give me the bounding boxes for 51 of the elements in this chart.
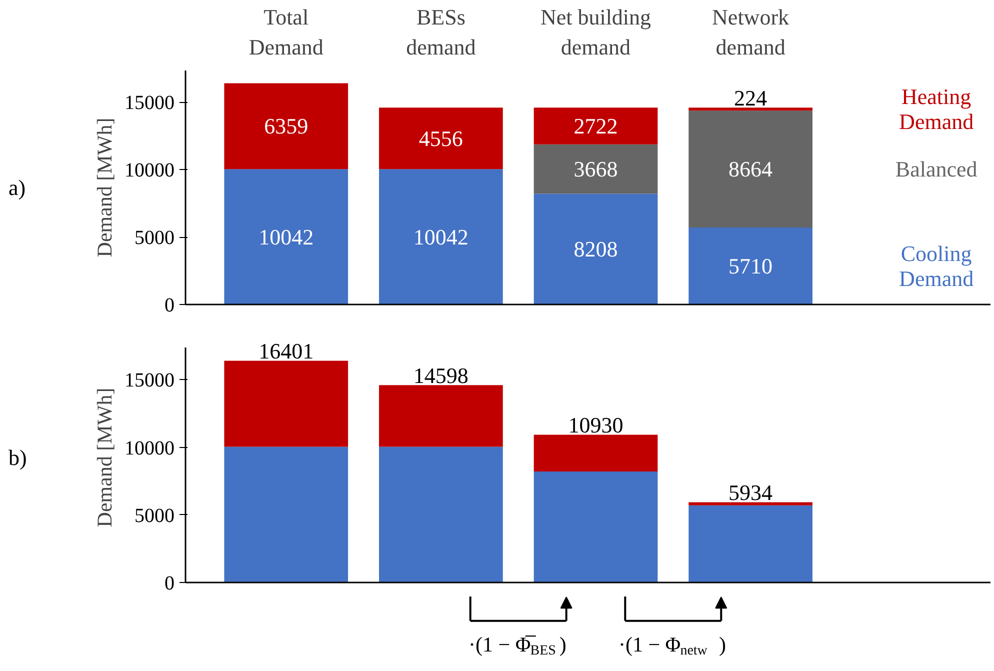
bar bbox=[224, 446, 348, 582]
bar bbox=[224, 169, 348, 304]
y-tick-label: 5000 bbox=[134, 504, 174, 527]
data-label: 3668 bbox=[574, 156, 618, 182]
y-tick-label: 0 bbox=[164, 294, 174, 316]
data-label: 10042 bbox=[413, 224, 468, 250]
text: a) bbox=[8, 175, 26, 200]
y-axis-title: Demand [MWh] bbox=[92, 118, 116, 258]
data-label: 5710 bbox=[728, 253, 773, 278]
text: b) bbox=[8, 445, 27, 470]
total-label: 5934 bbox=[728, 480, 773, 505]
data-label: 6359 bbox=[264, 114, 308, 139]
bar bbox=[534, 472, 658, 582]
y-tick-label: 10000 bbox=[124, 437, 174, 460]
y-tick-label: 5000 bbox=[134, 227, 174, 250]
total-label: 16401 bbox=[258, 338, 314, 364]
data-label: 4556 bbox=[418, 126, 463, 151]
x-tick-label: BESs demand bbox=[406, 4, 476, 60]
data-label: 224 bbox=[734, 85, 768, 110]
bar bbox=[379, 446, 503, 582]
y-tick-label: 0 bbox=[164, 572, 174, 594]
bar bbox=[688, 110, 812, 228]
text: Cooling Demand bbox=[899, 240, 974, 291]
y-tick-label: 10000 bbox=[124, 160, 174, 182]
bar bbox=[688, 502, 812, 506]
x-tick-label: Net building demand bbox=[540, 4, 652, 60]
y-tick-label: 15000 bbox=[124, 92, 174, 114]
bar bbox=[379, 169, 503, 304]
text: Heating Demand bbox=[899, 84, 974, 134]
text: Balanced bbox=[895, 156, 978, 182]
bar bbox=[379, 108, 503, 170]
total-label: 14598 bbox=[413, 362, 468, 388]
x-tick-label: Network demand bbox=[712, 4, 790, 60]
bar bbox=[379, 385, 503, 447]
data-label: 10042 bbox=[258, 224, 314, 250]
data-label: 8664 bbox=[728, 156, 773, 182]
bar bbox=[224, 83, 348, 170]
data-label: 2722 bbox=[574, 113, 618, 138]
bar bbox=[688, 227, 812, 304]
bar bbox=[534, 108, 658, 144]
y-axis-title: Demand [MWh] bbox=[92, 388, 116, 528]
x-tick-label: Total Demand bbox=[248, 4, 324, 60]
bar bbox=[534, 434, 658, 472]
y-tick-label: 15000 bbox=[124, 370, 174, 392]
bar bbox=[688, 108, 812, 111]
total-label: 10930 bbox=[568, 412, 624, 438]
bar bbox=[534, 194, 658, 304]
bar bbox=[534, 144, 658, 194]
bar bbox=[224, 360, 348, 447]
bar bbox=[688, 505, 812, 582]
data-label: 8208 bbox=[574, 236, 618, 262]
